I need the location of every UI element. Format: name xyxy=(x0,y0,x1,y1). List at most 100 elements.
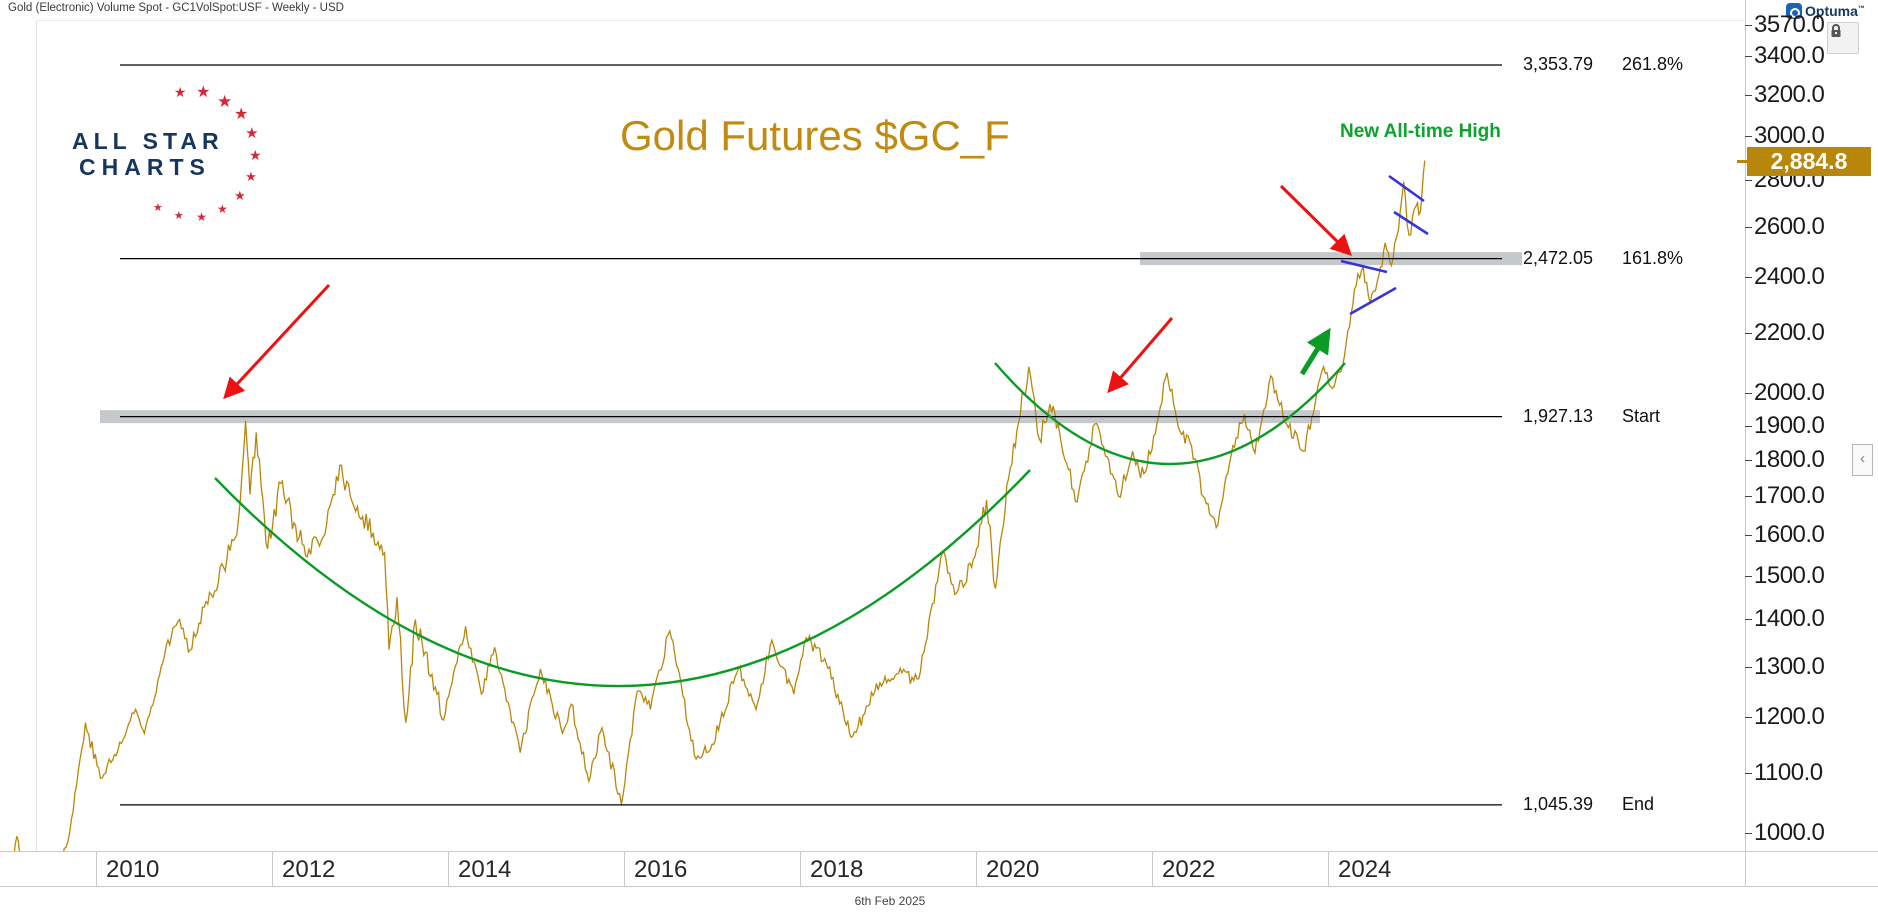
price-tick-mark xyxy=(1745,459,1752,461)
year-label: 2018 xyxy=(810,856,864,883)
footer-date: 6th Feb 2025 xyxy=(854,894,926,908)
price-axis-border xyxy=(1745,0,1746,886)
price-tick-mark xyxy=(1745,226,1752,228)
collapse-axis-button[interactable]: ‹ xyxy=(1852,444,1873,476)
star-icon: ★ xyxy=(234,105,249,123)
year-separator xyxy=(1328,851,1329,886)
fib-level-label: Start xyxy=(1622,405,1661,426)
price-tick-label: 1600.0 xyxy=(1754,520,1825,548)
lock-icon xyxy=(1831,24,1841,37)
price-tick-mark xyxy=(1745,496,1752,498)
year-separator xyxy=(448,851,449,886)
flag-trendline[interactable] xyxy=(1340,259,1388,274)
price-tick-mark xyxy=(1745,135,1752,137)
green-arrow-annotation[interactable] xyxy=(1299,327,1331,376)
optuma-logo-icon xyxy=(1786,3,1802,19)
fib-price-label: 3,353.79 xyxy=(1523,54,1594,74)
price-tick-label: 1000.0 xyxy=(1754,819,1825,847)
year-separator xyxy=(1152,851,1153,886)
star-icon: ★ xyxy=(196,210,207,225)
year-label: 2012 xyxy=(282,856,336,883)
star-icon: ★ xyxy=(217,91,233,111)
price-tick-label: 1200.0 xyxy=(1754,703,1825,731)
chart-title: Gold Futures $GC_F xyxy=(620,112,1010,159)
price-tick-mark xyxy=(1745,56,1752,58)
price-tick-label: 1400.0 xyxy=(1754,605,1825,633)
year-separator xyxy=(624,851,625,886)
price-tick-label: 1100.0 xyxy=(1754,758,1823,786)
allstarcharts-logo-line1: ALL STAR xyxy=(72,128,224,154)
trademark-symbol: ™ xyxy=(1857,5,1865,13)
year-label: 2022 xyxy=(1162,856,1216,883)
price-tick-mark xyxy=(1745,833,1752,835)
price-tick-mark xyxy=(1745,666,1752,668)
price-tick-label: 1900.0 xyxy=(1754,411,1825,439)
price-tick-label: 3400.0 xyxy=(1754,42,1825,70)
optuma-logo-text: Optuma xyxy=(1805,3,1858,19)
year-label: 2024 xyxy=(1338,856,1392,883)
price-tick-mark xyxy=(1745,25,1752,27)
star-icon: ★ xyxy=(153,202,163,215)
star-icon: ★ xyxy=(196,83,211,101)
flag-trendline[interactable] xyxy=(1393,210,1429,236)
price-tick-label: 1300.0 xyxy=(1754,652,1825,680)
star-icon: ★ xyxy=(245,125,259,143)
fib-level-label: End xyxy=(1622,793,1655,814)
price-tick-mark xyxy=(1745,332,1752,334)
time-axis-top-border xyxy=(0,851,1878,852)
fib-level-label: 161.8% xyxy=(1622,247,1684,268)
flag-trendline[interactable] xyxy=(1388,174,1425,203)
star-icon: ★ xyxy=(249,147,262,163)
price-tick-label: 1500.0 xyxy=(1754,561,1825,589)
price-tick-label: 2200.0 xyxy=(1754,318,1825,346)
price-tick-mark xyxy=(1745,179,1752,181)
price-tick-mark xyxy=(1745,94,1752,96)
price-line[interactable] xyxy=(4,160,1426,924)
last-price-badge: 2,884.8 xyxy=(1747,147,1871,176)
red-arrow-annotation[interactable] xyxy=(223,283,331,400)
price-tick-label: 2000.0 xyxy=(1754,379,1825,407)
fib-level-label: 261.8% xyxy=(1622,54,1684,74)
year-label: 2020 xyxy=(986,856,1040,883)
instrument-title: Gold (Electronic) Volume Spot - GC1VolSp… xyxy=(8,2,344,14)
year-separator xyxy=(272,851,273,886)
chevron-left-icon: ‹ xyxy=(1860,450,1865,467)
cup-annotation[interactable] xyxy=(994,362,1346,466)
price-tick-mark xyxy=(1745,619,1752,621)
fib-price-label: 2,472.05 xyxy=(1523,247,1594,268)
price-tick-label: 1700.0 xyxy=(1754,482,1825,510)
star-icon: ★ xyxy=(173,83,187,100)
new-all-time-high-label[interactable]: New All-time High xyxy=(1340,121,1501,142)
optuma-logo: Optuma™ xyxy=(1786,3,1865,19)
time-axis-bottom-border xyxy=(0,886,1878,887)
red-arrow-annotation[interactable] xyxy=(1107,317,1174,394)
year-separator xyxy=(976,851,977,886)
price-tick-mark xyxy=(1745,277,1752,279)
cup-annotation[interactable] xyxy=(214,469,1031,688)
flag-trendline[interactable] xyxy=(1349,286,1397,316)
price-tick-label: 2400.0 xyxy=(1754,263,1825,291)
price-tick-mark xyxy=(1745,772,1752,774)
price-tick-label: 3200.0 xyxy=(1754,80,1825,108)
lock-button[interactable] xyxy=(1827,22,1859,54)
price-tick-mark xyxy=(1745,534,1752,536)
plot-top-border xyxy=(36,20,1745,21)
star-icon: ★ xyxy=(173,210,184,223)
price-tick-label: 1800.0 xyxy=(1754,445,1825,473)
price-tick-mark xyxy=(1745,393,1752,395)
plot-left-border xyxy=(36,20,37,851)
red-arrow-annotation[interactable] xyxy=(1279,184,1352,256)
last-price-tick xyxy=(1737,160,1747,163)
year-label: 2014 xyxy=(458,856,512,883)
price-tick-label: 3000.0 xyxy=(1754,121,1825,149)
year-separator xyxy=(800,851,801,886)
price-tick-label: 3570.0 xyxy=(1754,11,1825,39)
year-separator xyxy=(96,851,97,886)
allstarcharts-logo: ALL STAR CHARTS ★ ★ ★ ★ ★ ★ ★ ★ ★ ★ ★ ★ xyxy=(55,70,325,270)
star-icon: ★ xyxy=(245,168,257,184)
year-label: 2010 xyxy=(106,856,160,883)
price-tick-mark xyxy=(1745,575,1752,577)
allstarcharts-logo-line2: CHARTS xyxy=(79,154,211,180)
